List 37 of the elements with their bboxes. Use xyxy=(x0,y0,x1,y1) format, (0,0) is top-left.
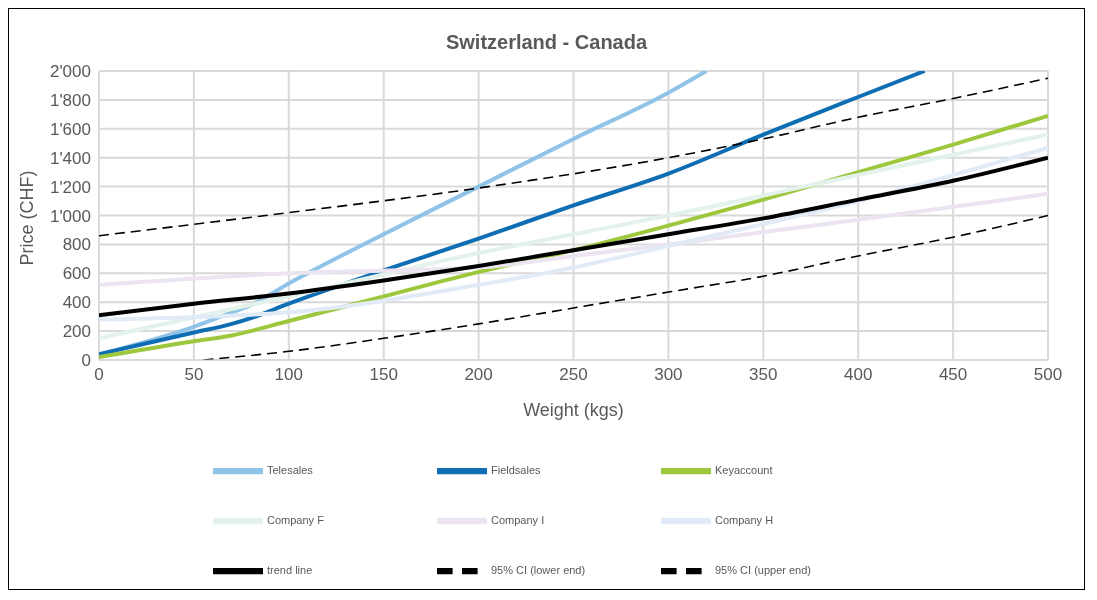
x-tick-label: 100 xyxy=(274,365,303,385)
y-tick-label: 1'400 xyxy=(49,148,91,168)
legend-label: Telesales xyxy=(267,463,314,476)
line-series xyxy=(99,71,927,357)
y-axis-title: Price (CHF) xyxy=(17,170,38,266)
x-tick-label: 50 xyxy=(184,365,204,385)
y-tick-label: 400 xyxy=(62,293,91,313)
y-tick-label: 1'600 xyxy=(49,119,91,139)
x-tick-label: 150 xyxy=(369,365,398,385)
x-tick-label: 0 xyxy=(94,365,104,385)
y-tick-label: 2'000 xyxy=(49,62,91,82)
x-axis-title: Weight (kgs) xyxy=(523,400,624,420)
legend-label: 95% CI (lower end) xyxy=(491,563,587,576)
x-tick-label: 200 xyxy=(464,365,493,385)
y-tick-label: 600 xyxy=(62,264,91,284)
chart-title: Switzerland - Canada xyxy=(444,31,649,55)
legend-label: 95% CI (upper end) xyxy=(715,563,812,576)
y-tick-label: 800 xyxy=(62,235,91,255)
y-tick-label: 1'000 xyxy=(49,206,91,226)
x-tick-label: 350 xyxy=(749,365,778,385)
x-tick-label: 500 xyxy=(1033,365,1063,385)
x-tick-label: 450 xyxy=(938,365,968,385)
y-tick-label: 1'200 xyxy=(49,177,91,197)
y-tick-label: 1'800 xyxy=(49,90,91,110)
legend-label: Company H xyxy=(715,513,775,526)
x-tick-label: 400 xyxy=(844,365,873,385)
legend-label: Company I xyxy=(491,513,546,526)
legend-label: Fieldsales xyxy=(491,463,542,476)
y-tick-label: 200 xyxy=(62,322,91,342)
line-series xyxy=(99,77,1048,237)
line-series xyxy=(99,132,1048,341)
legend-label: trend line xyxy=(267,563,314,576)
legend-label: Company F xyxy=(267,513,325,526)
x-tick-label: 250 xyxy=(559,365,588,385)
y-tick-label: 0 xyxy=(81,351,91,371)
x-tick-label: 300 xyxy=(654,365,683,385)
legend-label: Keyaccount xyxy=(715,463,774,476)
